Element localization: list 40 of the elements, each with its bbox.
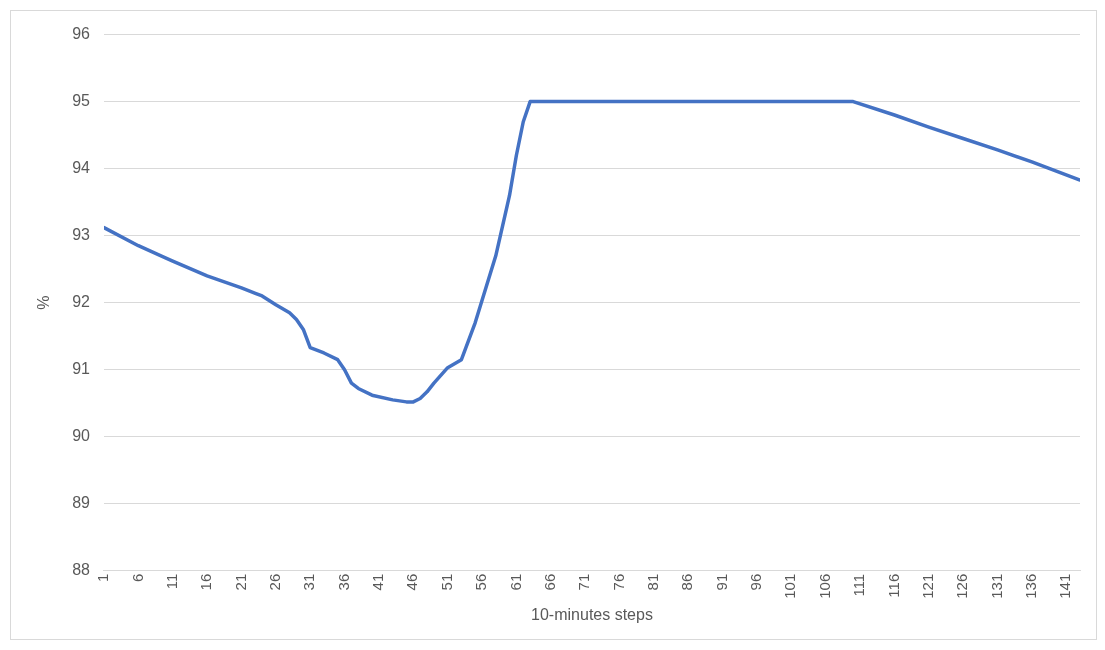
y-tick-label: 94 — [72, 159, 91, 177]
x-axis-title: 10-minutes steps — [531, 605, 653, 623]
y-tick-label: 92 — [72, 293, 91, 311]
y-axis-title: % — [35, 295, 53, 310]
x-tick-label: 136 — [1022, 573, 1040, 599]
x-tick-label: 41 — [369, 573, 387, 591]
y-tick-label: 91 — [72, 360, 91, 378]
x-tick-label: 56 — [472, 573, 490, 591]
x-tick-label: 21 — [231, 573, 249, 591]
x-tick-label: 66 — [540, 573, 558, 591]
x-tick-label: 46 — [403, 573, 421, 591]
x-tick-label: 16 — [197, 573, 215, 591]
y-tick-label: 89 — [72, 494, 91, 512]
y-tick-label: 88 — [72, 561, 91, 579]
x-tick-label: 31 — [300, 573, 318, 591]
x-tick-label: 141 — [1056, 573, 1074, 599]
x-tick-label: 86 — [678, 573, 696, 591]
x-tick-label: 76 — [609, 573, 627, 591]
x-tick-label: 1 — [94, 573, 112, 583]
x-tick-label: 96 — [747, 573, 765, 591]
x-tick-label: 111 — [850, 573, 868, 597]
x-tick-label: 106 — [815, 573, 833, 599]
x-tick-label: 26 — [265, 573, 283, 591]
x-tick-label: 71 — [575, 573, 593, 591]
x-tick-label: 116 — [884, 573, 902, 598]
x-tick-label: 36 — [334, 573, 352, 591]
y-tick-label: 93 — [72, 226, 91, 244]
y-tick-label: 95 — [72, 92, 91, 110]
x-tick-label: 61 — [506, 573, 524, 591]
y-tick-label: 90 — [72, 427, 91, 445]
x-tick-label: 131 — [987, 573, 1005, 599]
x-tick-label: 81 — [644, 573, 661, 591]
x-tick-label: 126 — [953, 573, 971, 599]
x-tick-label: 121 — [918, 573, 936, 599]
x-tick-label: 51 — [437, 573, 455, 591]
x-tick-label: 11 — [162, 573, 180, 590]
x-tick-label: 91 — [712, 573, 730, 591]
x-tick-label: 101 — [781, 573, 799, 599]
y-tick-label: 96 — [72, 25, 91, 43]
x-tick-label: 6 — [128, 573, 146, 583]
